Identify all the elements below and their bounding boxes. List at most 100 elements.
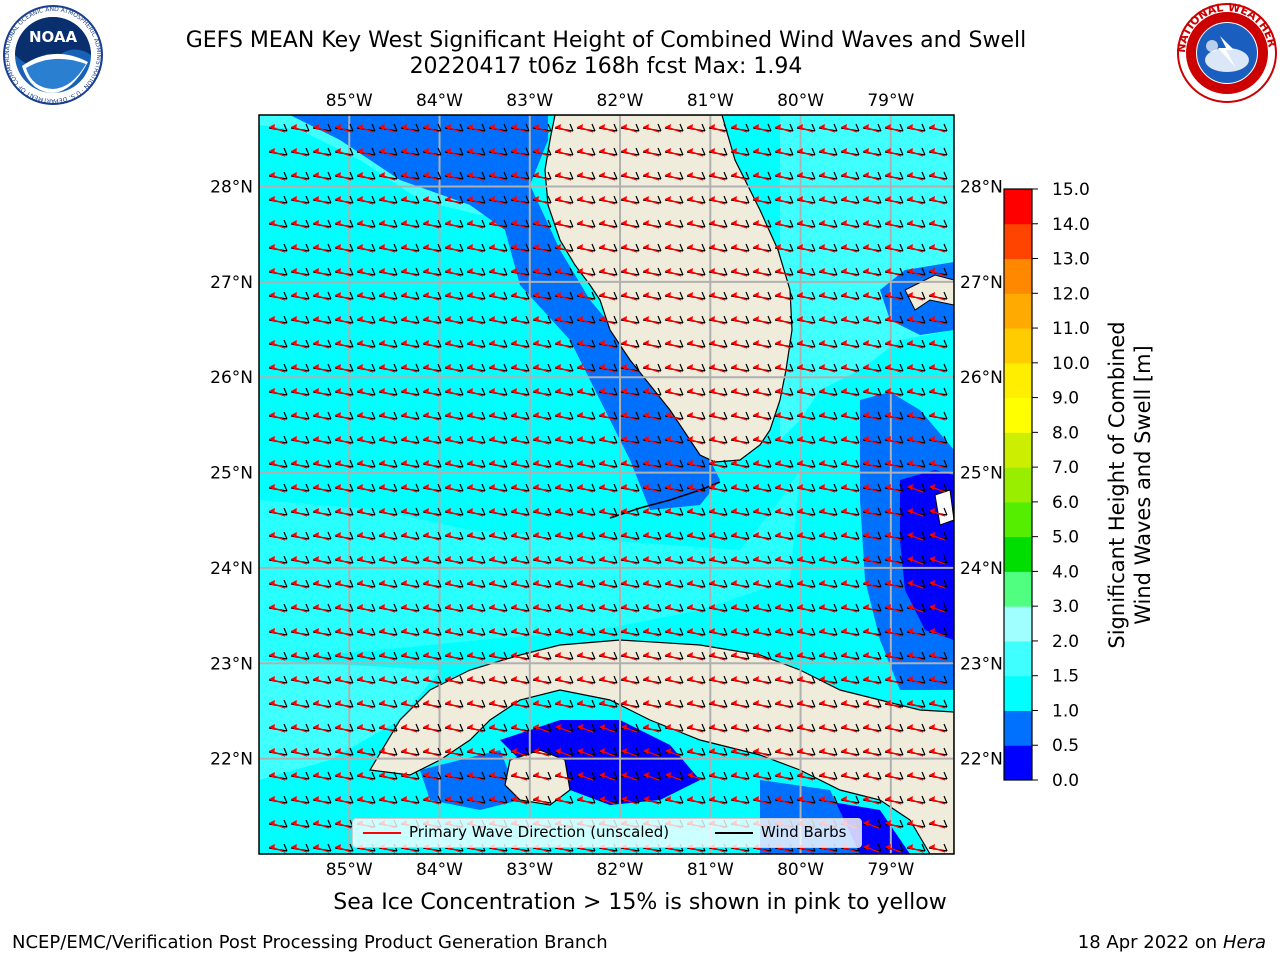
wind-wave-vector [268, 819, 288, 829]
wind-wave-vector [444, 171, 464, 181]
wind-wave-vector [730, 363, 750, 373]
wind-wave-vector [708, 363, 728, 373]
wind-wave-vector [796, 267, 816, 277]
wind-wave-vector [378, 795, 398, 805]
wind-wave-vector [576, 531, 596, 541]
wind-wave-vector [334, 699, 354, 709]
wind-wave-vector [708, 267, 728, 277]
wind-wave-vector [312, 411, 332, 421]
wind-wave-vector [686, 171, 706, 181]
wind-wave-vector [378, 531, 398, 541]
wind-wave-vector [576, 363, 596, 373]
wind-wave-vector [466, 315, 486, 325]
wind-wave-vector [576, 771, 596, 781]
wind-wave-vector [884, 363, 904, 373]
wind-wave-vector [884, 579, 904, 589]
wind-wave-vector [928, 723, 948, 733]
wind-wave-vector [598, 267, 618, 277]
wind-wave-vector [290, 531, 310, 541]
wind-wave-vector [290, 699, 310, 709]
wind-wave-vector [532, 243, 552, 253]
wind-wave-vector [576, 315, 596, 325]
wind-wave-vector [290, 771, 310, 781]
wind-wave-vector [664, 339, 684, 349]
lat-tick-label-right: 23°N [960, 654, 1003, 674]
wind-wave-vector [290, 843, 310, 853]
wind-wave-vector [774, 387, 794, 397]
wind-wave-vector [488, 507, 508, 517]
wind-wave-vector [510, 291, 530, 301]
wind-wave-vector [488, 219, 508, 229]
colorbar-segment [1004, 501, 1032, 538]
wind-wave-vector [466, 387, 486, 397]
wind-wave-vector [334, 675, 354, 685]
wind-wave-vector [598, 339, 618, 349]
wind-wave-vector [312, 459, 332, 469]
wind-wave-vector [796, 699, 816, 709]
wind-wave-vector [576, 555, 596, 565]
wind-wave-vector [268, 723, 288, 733]
wind-wave-vector [290, 651, 310, 661]
wind-wave-vector [752, 315, 772, 325]
wind-wave-vector [268, 171, 288, 181]
wind-wave-vector [818, 555, 838, 565]
wind-wave-vector [488, 339, 508, 349]
wind-wave-vector [334, 363, 354, 373]
lon-tick-label-bottom: 85°W [326, 860, 373, 880]
wind-wave-vector [928, 699, 948, 709]
wind-wave-vector [686, 411, 706, 421]
wind-wave-vector [422, 603, 442, 613]
wind-wave-vector [576, 483, 596, 493]
wind-wave-vector [774, 195, 794, 205]
wind-wave-vector [576, 147, 596, 157]
wind-wave-vector [664, 531, 684, 541]
wind-wave-vector [290, 339, 310, 349]
colorbar-tick-label: 5.0 [1052, 528, 1079, 548]
wind-wave-vector [400, 387, 420, 397]
wind-wave-vector [466, 603, 486, 613]
wind-wave-vector [906, 507, 926, 517]
wind-wave-vector [642, 771, 662, 781]
lon-tick-label-bottom: 81°W [687, 860, 734, 880]
wind-wave-vector [312, 555, 332, 565]
wind-wave-vector [290, 819, 310, 829]
wind-wave-vector [576, 627, 596, 637]
wind-wave-vector [554, 435, 574, 445]
wind-wave-vector [290, 267, 310, 277]
wind-wave-vector [312, 291, 332, 301]
wind-wave-vector [598, 747, 618, 757]
wind-wave-vector [312, 651, 332, 661]
wind-wave-vector [334, 843, 354, 853]
wind-wave-vector [862, 579, 882, 589]
wind-wave-vector [730, 435, 750, 445]
wind-wave-vector [620, 291, 640, 301]
wind-wave-vector [334, 627, 354, 637]
wind-wave-vector [796, 747, 816, 757]
wind-wave-vector [378, 147, 398, 157]
wind-wave-vector [686, 795, 706, 805]
wind-wave-vector [642, 387, 662, 397]
wind-wave-vector [444, 723, 464, 733]
wind-wave-vector [422, 771, 442, 781]
wind-wave-vector [708, 579, 728, 589]
wind-wave-vector [906, 123, 926, 133]
wind-wave-vector [730, 483, 750, 493]
wind-wave-vector [884, 771, 904, 781]
wind-wave-vector [312, 219, 332, 229]
wind-wave-vector [796, 531, 816, 541]
wind-wave-vector [708, 411, 728, 421]
wind-wave-vector [730, 267, 750, 277]
wind-wave-vector [400, 723, 420, 733]
wind-wave-vector [928, 363, 948, 373]
wind-wave-vector [598, 795, 618, 805]
wind-wave-vector [928, 147, 948, 157]
wind-wave-vector [356, 243, 376, 253]
wind-wave-vector [400, 627, 420, 637]
wind-wave-vector [664, 771, 684, 781]
colorbar-tick-label: 10.0 [1052, 354, 1090, 374]
wind-wave-vector [268, 291, 288, 301]
lat-tick-label-left: 23°N [210, 654, 253, 674]
wind-wave-vector [510, 747, 530, 757]
wind-wave-vector [818, 483, 838, 493]
wind-wave-vector [510, 627, 530, 637]
